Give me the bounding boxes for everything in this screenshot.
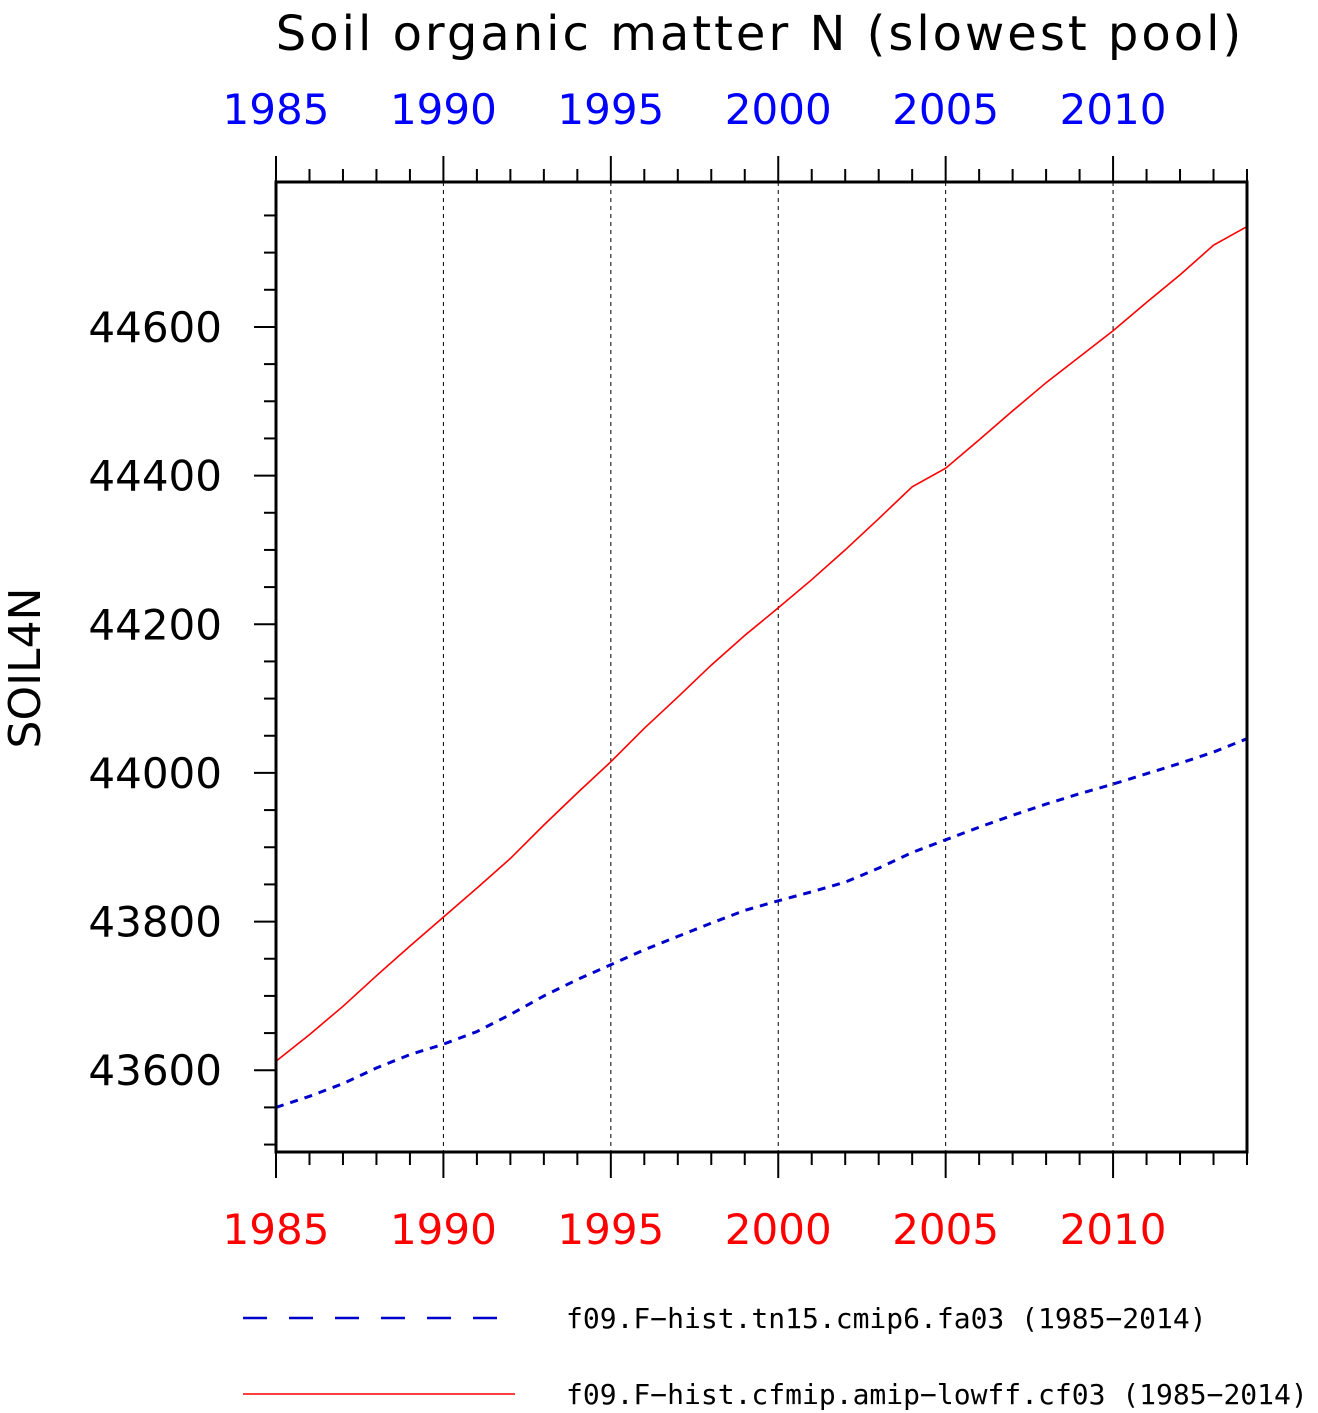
y-tick-label: 44000 (88, 749, 222, 798)
plot-frame (274, 180, 1249, 1154)
y-tick-label: 43600 (88, 1046, 222, 1095)
x-tick-label-bottom: 1990 (390, 1205, 497, 1254)
x-tick-label-bottom: 2010 (1060, 1205, 1167, 1254)
legend: f09.F−hist.tn15.cmip6.fa03 (1985−2014) f0… (243, 1302, 1308, 1411)
y-tick-label: 44400 (88, 452, 222, 501)
legend-label-1: f09.F−hist.tn15.cmip6.fa03 (1985−2014) (566, 1302, 1207, 1335)
series-line-1 (275, 737, 1248, 1109)
y-axis-label: SOIL4N (0, 588, 51, 749)
x-tick-label-bottom: 1995 (557, 1205, 664, 1254)
x-tick-label-bottom: 2000 (725, 1205, 832, 1254)
y-tick-label: 44200 (88, 600, 222, 649)
series-lines (275, 225, 1248, 1109)
x-tick-label-bottom: 1985 (223, 1205, 330, 1254)
tick-labels: 1985 1985 1990 1990 1995 1995 2000 2000 2005 2005… (88, 85, 1166, 1254)
axis-ticks (254, 156, 1248, 1178)
y-tick-label: 44600 (88, 303, 222, 352)
y-tick-label: 43800 (88, 898, 222, 947)
x-tick-label-top: 2000 (725, 85, 832, 134)
chart-title: Soil organic matter N (slowest pool) (276, 6, 1244, 62)
x-tick-label-bottom: 2005 (892, 1205, 999, 1254)
x-tick-label-top: 1985 (223, 85, 330, 134)
x-tick-label-top: 2010 (1060, 85, 1167, 134)
series-line-2 (275, 225, 1248, 1062)
legend-label-2: f09.F−hist.cfmip.amip−lowff.cf03 (1985−2… (566, 1378, 1308, 1411)
grid-lines (442, 182, 1114, 1152)
x-tick-label-top: 1995 (557, 85, 664, 134)
x-tick-label-top: 1990 (390, 85, 497, 134)
x-tick-label-top: 2005 (892, 85, 999, 134)
